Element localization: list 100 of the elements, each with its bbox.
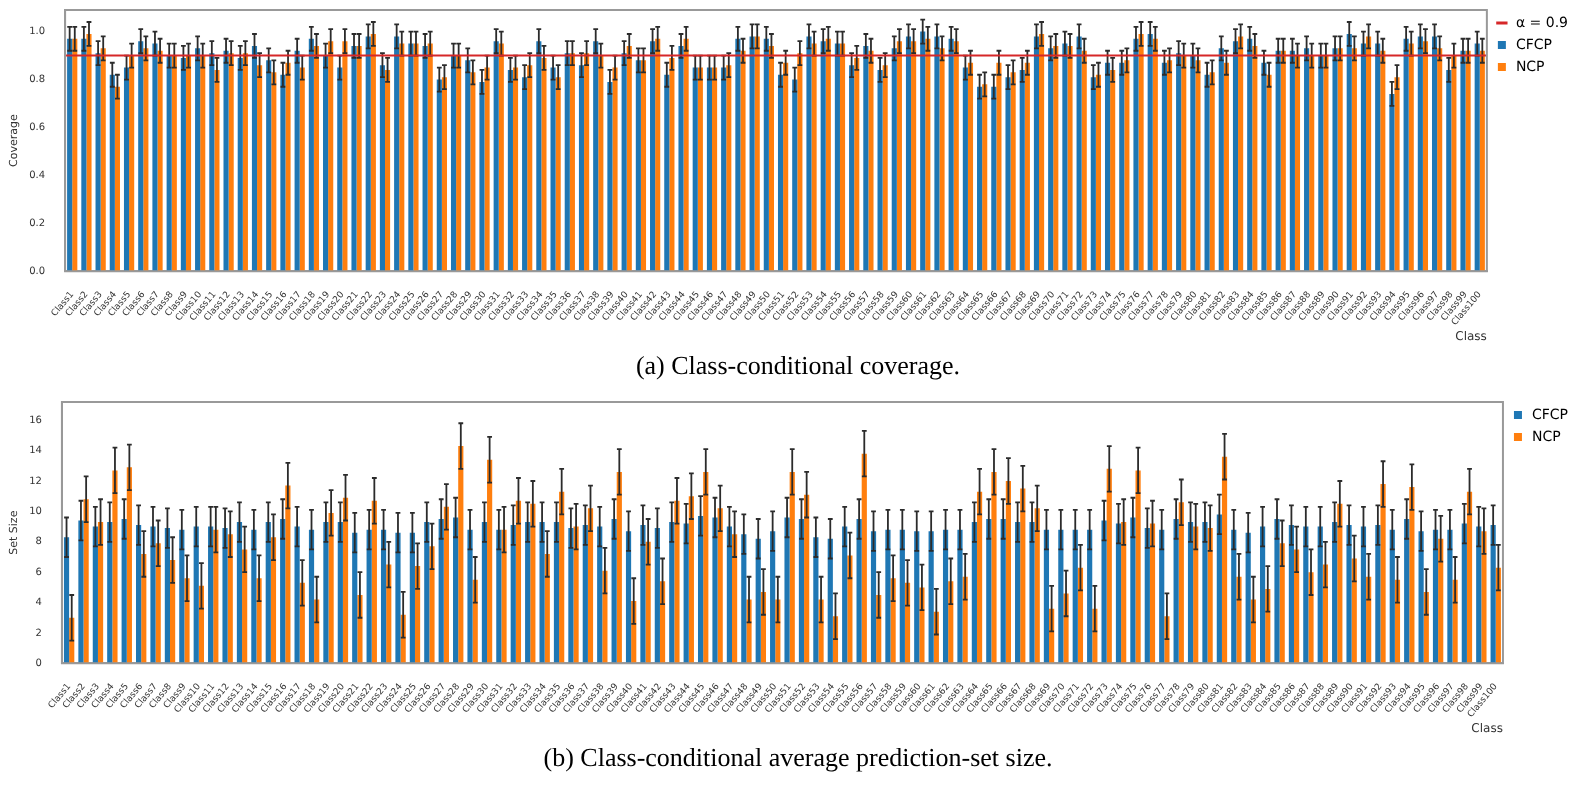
bar <box>905 36 912 272</box>
bar <box>834 43 840 272</box>
bar <box>129 55 135 272</box>
bar <box>1110 69 1116 272</box>
bar <box>1133 38 1139 272</box>
bar <box>1138 33 1144 272</box>
bar <box>1294 55 1301 272</box>
bar <box>379 65 385 272</box>
bar <box>1119 62 1125 272</box>
bar <box>1380 50 1386 272</box>
bar <box>621 53 627 272</box>
bar <box>356 45 362 272</box>
bar <box>1394 77 1400 272</box>
bar <box>1204 74 1210 272</box>
bar <box>1166 60 1173 272</box>
bar <box>1033 36 1040 272</box>
bar <box>1446 69 1452 272</box>
bar <box>185 55 192 272</box>
bar <box>870 531 877 664</box>
text: (b) Class-conditional average prediction-set size. <box>541 740 1055 776</box>
bar <box>413 43 419 272</box>
bar <box>470 72 476 272</box>
bar <box>1039 33 1045 272</box>
bar <box>692 67 698 272</box>
bar <box>1346 33 1352 272</box>
bar <box>365 36 371 272</box>
bar <box>1043 529 1050 664</box>
bar <box>1289 50 1295 272</box>
bar <box>370 33 376 272</box>
bar <box>1152 38 1158 272</box>
bar <box>1481 531 1487 664</box>
bar <box>789 471 795 664</box>
bar <box>541 57 547 272</box>
bar <box>849 65 855 272</box>
bar <box>1332 48 1338 272</box>
bar <box>507 69 513 272</box>
bar <box>655 38 661 272</box>
bar <box>481 522 488 664</box>
bar <box>342 497 349 664</box>
bar <box>67 38 73 272</box>
bar <box>512 67 519 272</box>
bar <box>553 522 560 664</box>
bar <box>1465 50 1471 272</box>
bar <box>616 471 622 664</box>
bar <box>976 491 983 664</box>
bar <box>257 65 263 272</box>
bar <box>1149 523 1156 664</box>
bar <box>1101 520 1107 664</box>
bar <box>97 522 104 664</box>
bar <box>1417 36 1423 272</box>
bar <box>166 55 172 272</box>
bar <box>251 45 258 272</box>
bar <box>1135 470 1141 664</box>
bar <box>223 50 229 272</box>
bar <box>323 522 329 664</box>
bar <box>1375 43 1381 272</box>
bar <box>1437 48 1443 272</box>
bar <box>573 526 579 664</box>
bar <box>1076 36 1082 272</box>
bar <box>555 77 561 272</box>
bar <box>1218 48 1224 272</box>
bar <box>726 65 732 272</box>
bar <box>515 500 522 664</box>
bar <box>607 81 613 272</box>
bar <box>86 33 92 272</box>
bar <box>885 529 891 664</box>
bar <box>650 41 656 272</box>
bar <box>112 470 118 664</box>
bar <box>777 74 784 272</box>
bar <box>825 38 831 272</box>
bar <box>271 72 277 272</box>
bar <box>78 520 84 664</box>
bar <box>1274 519 1280 664</box>
bar <box>299 67 305 272</box>
bar <box>1005 481 1011 664</box>
bar <box>1247 38 1253 272</box>
bar <box>706 67 713 272</box>
bar <box>180 57 186 272</box>
bar <box>598 55 604 272</box>
bar <box>308 38 314 272</box>
bar <box>1280 50 1286 272</box>
bar <box>242 53 248 272</box>
bar <box>1221 456 1228 664</box>
bar <box>209 53 215 272</box>
bar <box>1048 48 1054 272</box>
bar <box>1232 41 1239 272</box>
bar <box>712 517 718 664</box>
bar <box>991 86 997 272</box>
bar <box>394 36 400 272</box>
bar <box>1432 529 1439 664</box>
bar <box>237 57 243 272</box>
bar <box>1294 549 1300 664</box>
bar <box>1236 576 1242 664</box>
bar <box>982 84 988 272</box>
bar <box>1090 77 1096 272</box>
bar <box>1010 72 1016 272</box>
bar <box>1181 55 1187 272</box>
bar <box>1451 55 1457 272</box>
bar <box>72 38 78 272</box>
bar <box>536 41 542 272</box>
